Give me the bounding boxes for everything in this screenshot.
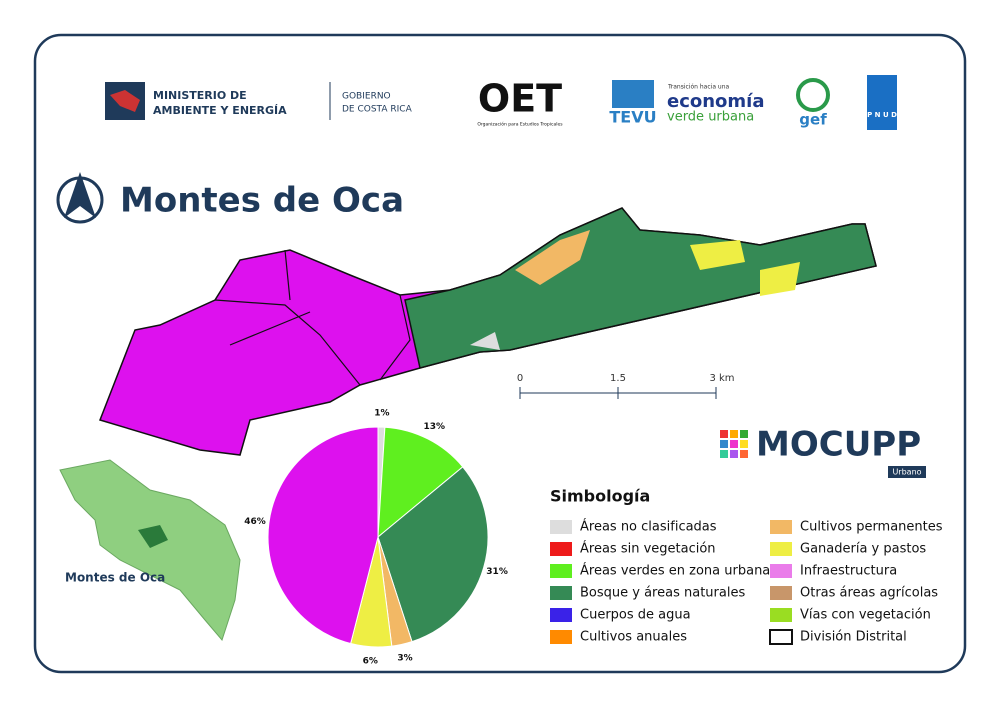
legend-swatch (770, 608, 792, 622)
legend-label: Ganadería y pastos (800, 542, 926, 557)
pie-slice (267, 426, 379, 645)
pnud-text: P N U D (867, 111, 897, 119)
tevu-logo: TEVU Transición hacia una economía verde… (609, 80, 765, 127)
tevu-text: verde urbana (667, 110, 754, 125)
government-text: GOBIERNO (342, 92, 391, 102)
scale-label: 1.5 (610, 373, 626, 384)
legend-label: Vías con vegetación (800, 608, 931, 623)
oet-logo: OET Organización para Estudios Tropicale… (477, 77, 563, 128)
legend-label: Otras áreas agrícolas (800, 586, 938, 601)
ministry-logo: MINISTERIO DE AMBIENTE Y ENERGÍA GOBIERN… (105, 82, 413, 120)
pie-slice (377, 466, 489, 643)
legend-label: Áreas no clasificadas (580, 519, 717, 535)
pie-label: 13% (424, 422, 446, 432)
ministry-text: MINISTERIO DE (153, 89, 247, 102)
pie-slice (377, 426, 464, 539)
legend-swatch (550, 520, 572, 534)
inset-label: Montes de Oca (65, 571, 165, 585)
tevu-text: Transición hacia una (667, 84, 730, 91)
gef-logo: gef (796, 78, 830, 129)
scale-label: 0 (517, 373, 523, 384)
scale-bar (519, 387, 717, 399)
mocupp-logo: MOCUPP Urbano (720, 425, 926, 478)
legend-label: Infraestructura (800, 564, 897, 579)
pie-label: 6% (363, 656, 378, 666)
legend-swatch (550, 630, 572, 644)
tevu-text: economía (667, 91, 765, 112)
legend-swatch (770, 564, 792, 578)
oet-mark: OET (478, 77, 562, 121)
legend-title: Simbología (550, 487, 650, 506)
brand-name: MOCUPP (756, 425, 921, 465)
north-arrow (56, 172, 104, 224)
legend-swatch (770, 520, 792, 534)
pnud-logo: P N U D (867, 75, 897, 130)
pie-label: 31% (486, 567, 508, 577)
pie-label: 3% (397, 654, 412, 664)
legend-swatch (770, 542, 792, 556)
tevu-mark: TEVU (609, 108, 656, 127)
inset-map (59, 459, 241, 642)
legend-swatch (550, 586, 572, 600)
pie-label: 1% (374, 409, 389, 419)
government-text: DE COSTA RICA (342, 105, 413, 115)
legend-swatch (550, 608, 572, 622)
map-title: Montes de Oca (120, 181, 404, 221)
legend-label: Cultivos anuales (580, 630, 687, 645)
legend-swatch (550, 564, 572, 578)
legend-swatch (769, 629, 793, 645)
legend-label: División Distrital (800, 630, 907, 645)
main-map (99, 207, 877, 456)
legend-label: Áreas verdes en zona urbana (580, 563, 770, 579)
legend-swatch (550, 542, 572, 556)
legend-swatch (770, 586, 792, 600)
pie-chart: 1% 13% 31% 3% 6% 46% (244, 409, 508, 667)
oet-name: Organización para Estudios Tropicales (477, 121, 563, 128)
legend-label: Cultivos permanentes (800, 520, 943, 535)
legend: Áreas no clasificadas Áreas sin vegetació… (550, 519, 943, 645)
frame (33, 33, 967, 674)
legend-label: Áreas sin vegetación (580, 541, 716, 557)
legend-label: Cuerpos de agua (580, 608, 691, 623)
ministry-text: AMBIENTE Y ENERGÍA (153, 104, 287, 117)
legend-label: Bosque y áreas naturales (580, 586, 745, 601)
brand-tag: Urbano (892, 468, 921, 477)
scale-label: 3 km (709, 373, 734, 384)
pie-label: 46% (244, 517, 266, 527)
gef-text: gef (799, 111, 827, 129)
